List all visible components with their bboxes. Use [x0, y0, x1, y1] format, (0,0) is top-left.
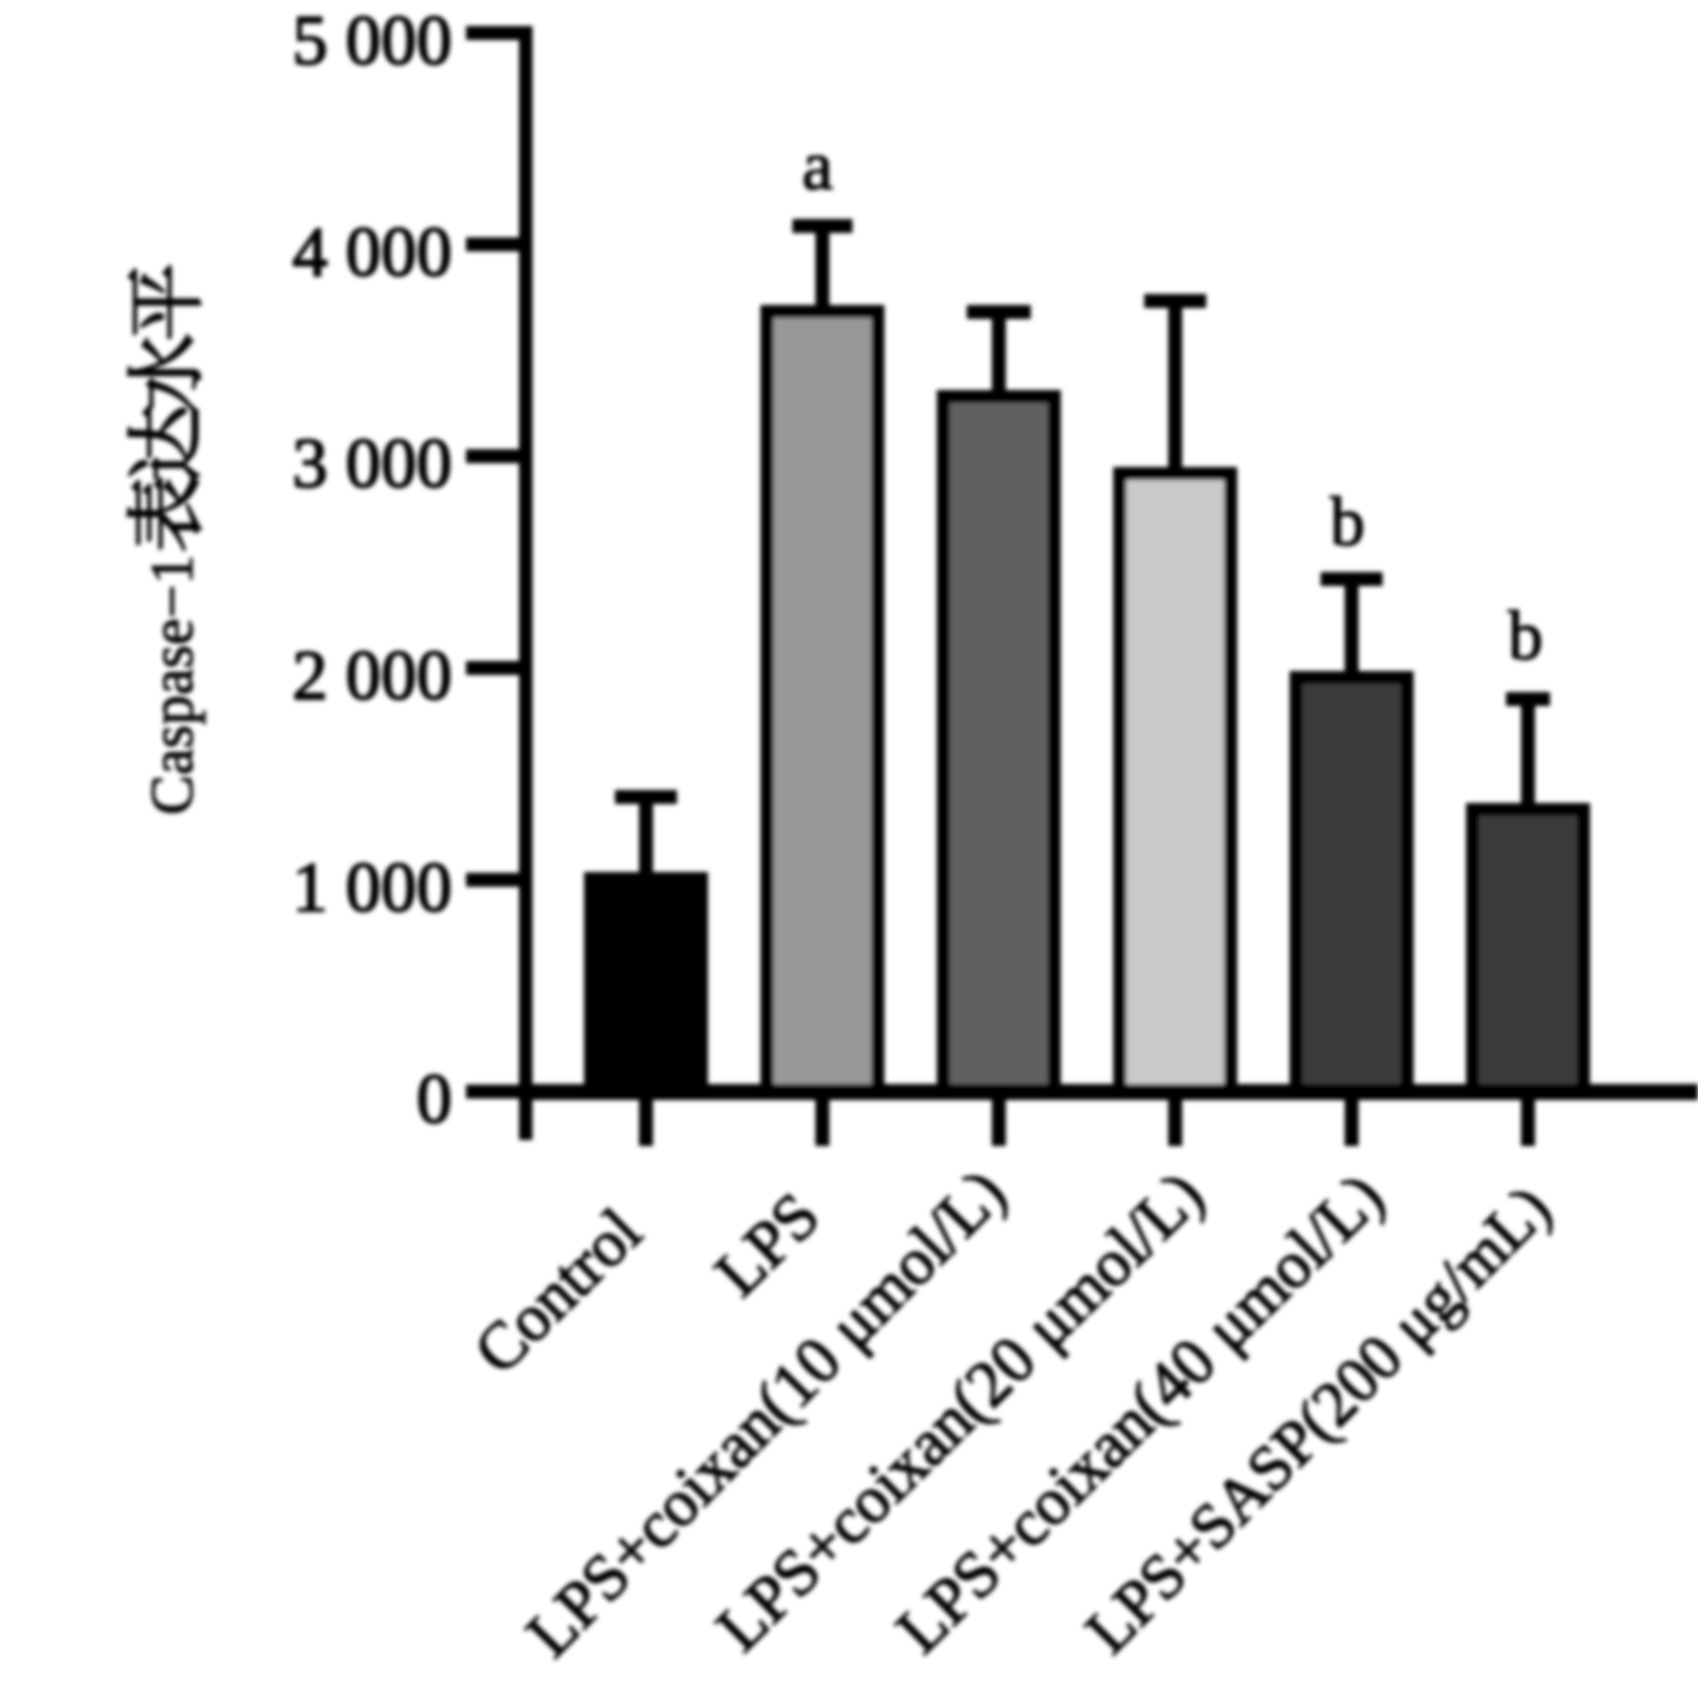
- svg-text:Caspase−1: Caspase−1: [139, 555, 205, 815]
- svg-text:3 000: 3 000: [292, 425, 452, 503]
- svg-text:b: b: [1508, 598, 1543, 675]
- svg-text:b: b: [1330, 484, 1365, 561]
- svg-text:5 000: 5 000: [292, 2, 452, 80]
- svg-text:1 000: 1 000: [292, 849, 452, 927]
- svg-text:0: 0: [417, 1061, 453, 1139]
- svg-text:2 000: 2 000: [292, 637, 452, 715]
- svg-text:a: a: [802, 128, 833, 205]
- svg-text:4 000: 4 000: [292, 213, 452, 291]
